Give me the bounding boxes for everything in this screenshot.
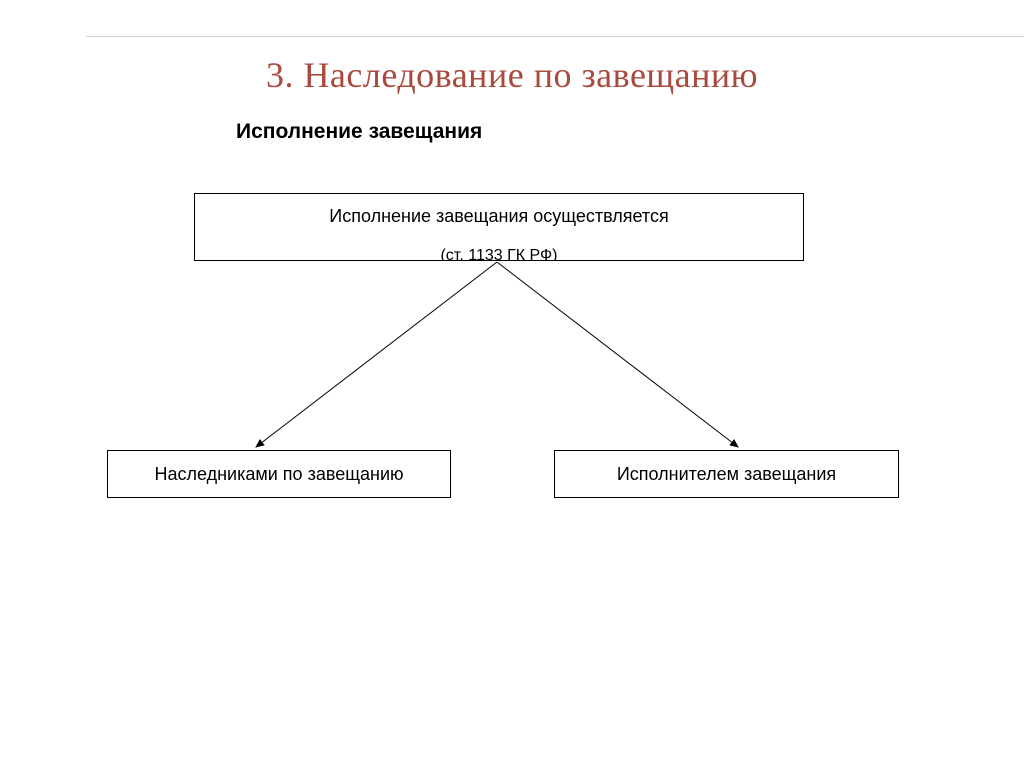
flowchart-node-right: Исполнителем завещания	[554, 450, 899, 498]
flowchart-node-left: Наследниками по завещанию	[107, 450, 451, 498]
page-title: 3. Наследование по завещанию	[0, 54, 1024, 96]
flowchart-edge-right	[497, 262, 738, 447]
flowchart-node-right-text: Исполнителем завещания	[617, 464, 836, 485]
flowchart-arrows	[0, 0, 1024, 767]
flowchart-edge-left	[256, 262, 497, 447]
flowchart-node-top-line1: Исполнение завещания осуществляется	[195, 206, 803, 227]
flowchart-node-top-line2: (ст. 1133 ГК РФ)	[195, 247, 803, 261]
top-divider-line	[86, 36, 1024, 37]
flowchart-node-left-text: Наследниками по завещанию	[154, 464, 403, 485]
page-subtitle: Исполнение завещания	[236, 120, 482, 144]
flowchart-node-top: Исполнение завещания осуществляется (ст.…	[194, 193, 804, 261]
